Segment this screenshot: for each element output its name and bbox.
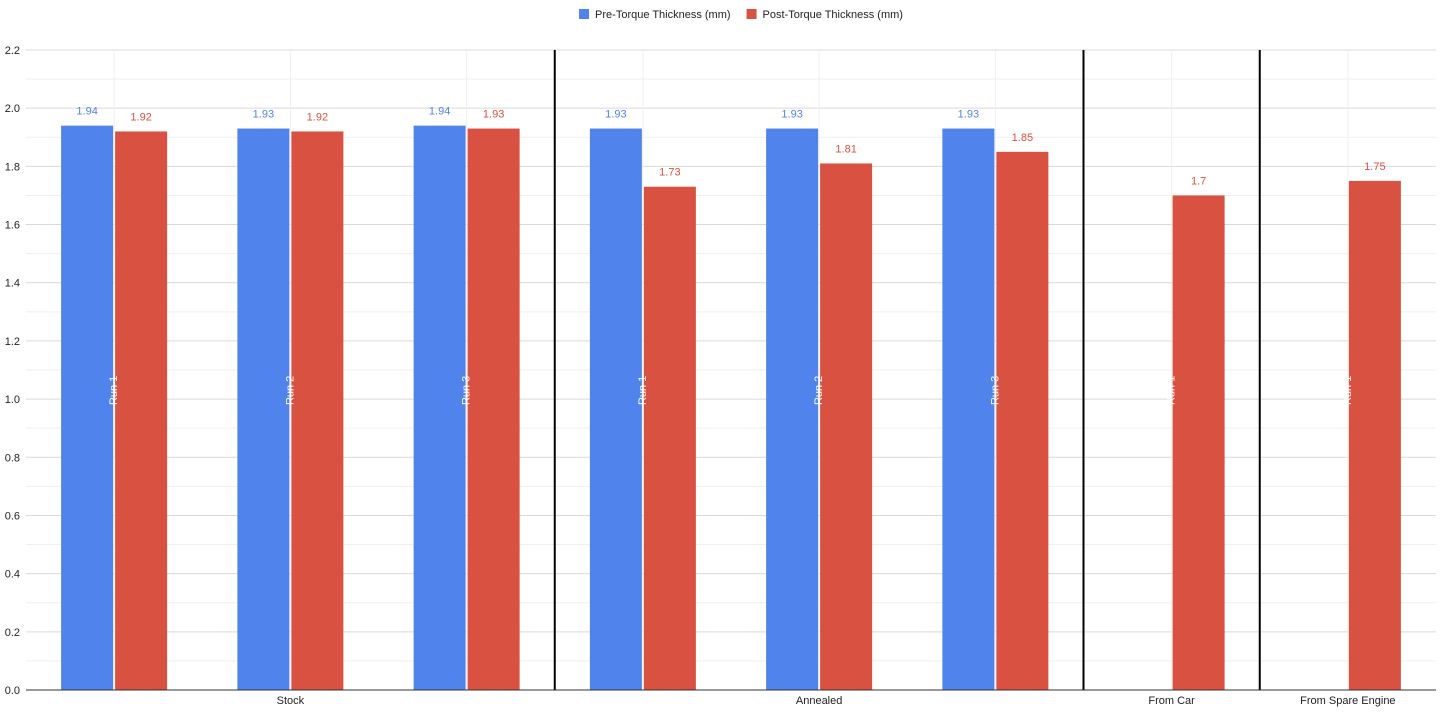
data-label: 1.93: [781, 109, 802, 121]
y-tick-label: 2.2: [5, 45, 20, 57]
run-label: Run 1: [1166, 376, 1178, 405]
y-tick-label: 0.4: [5, 569, 20, 581]
y-tick-label: 2.0: [5, 103, 20, 115]
group-separators: [553, 50, 1261, 690]
y-tick-label: 0.0: [5, 685, 20, 697]
y-tick-label: 0.6: [5, 510, 20, 522]
legend-label: Post-Torque Thickness (mm): [763, 9, 903, 21]
y-tick-label: 1.4: [5, 278, 20, 290]
labels: 0.0 0.2 0.4 0.6 0.8 1.0 1.2 1.4 1.6 1.8 2.0 2.2 1.94…: [5, 45, 1396, 707]
data-label: 1.93: [605, 109, 626, 121]
data-label: 1.75: [1364, 161, 1385, 173]
bar-post-torque: [1172, 195, 1225, 691]
y-tick-label: 1.8: [5, 161, 20, 173]
legend-swatch: [746, 9, 757, 19]
y-tick-label: 1.6: [5, 220, 20, 232]
y-tick-label: 1.0: [5, 394, 20, 406]
bar-pre-torque: [766, 128, 819, 690]
bar-post-torque: [643, 186, 696, 690]
bar-post-torque: [996, 151, 1049, 690]
y-tick-label: 0.2: [5, 627, 20, 639]
bar-pre-torque: [237, 128, 290, 690]
bar-pre-torque: [61, 125, 114, 691]
bars: [61, 125, 1401, 691]
run-label: Run 1: [1342, 376, 1354, 405]
data-label: 1.93: [253, 109, 274, 121]
bar-pre-torque: [942, 128, 995, 690]
legend-label: Pre-Torque Thickness (mm): [595, 9, 731, 21]
bar-pre-torque: [589, 128, 642, 690]
data-label: 1.92: [307, 111, 328, 123]
y-tick-label: 0.8: [5, 452, 20, 464]
run-label: Run 3: [461, 376, 473, 405]
run-label: Run 2: [813, 376, 825, 405]
data-label: 1.94: [76, 106, 97, 118]
data-label: 1.93: [483, 109, 504, 121]
run-label: Run 2: [284, 376, 296, 405]
legend-swatch: [579, 9, 590, 19]
category-label: Stock: [277, 695, 305, 707]
bar-post-torque: [115, 131, 168, 691]
run-label: Run 1: [108, 376, 120, 405]
category-label: Annealed: [796, 695, 843, 707]
category-label: From Spare Engine: [1300, 695, 1395, 707]
bar-post-torque: [820, 163, 873, 691]
data-label: 1.7: [1191, 175, 1206, 187]
bar-post-torque: [1348, 180, 1401, 690]
data-label: 1.93: [958, 109, 979, 121]
legend: Pre-Torque Thickness (mm) Post-Torque Thi…: [579, 9, 903, 21]
data-label: 1.85: [1012, 132, 1033, 144]
y-tick-label: 1.2: [5, 336, 20, 348]
data-label: 1.81: [835, 143, 856, 155]
data-label: 1.92: [130, 111, 151, 123]
run-label: Run 3: [989, 376, 1001, 405]
category-label: From Car: [1148, 695, 1195, 707]
data-label: 1.73: [659, 167, 680, 179]
run-label: Run 1: [637, 376, 649, 405]
data-label: 1.94: [429, 106, 450, 118]
bar-post-torque: [467, 128, 520, 690]
bar-post-torque: [291, 131, 344, 691]
bar-pre-torque: [413, 125, 466, 691]
